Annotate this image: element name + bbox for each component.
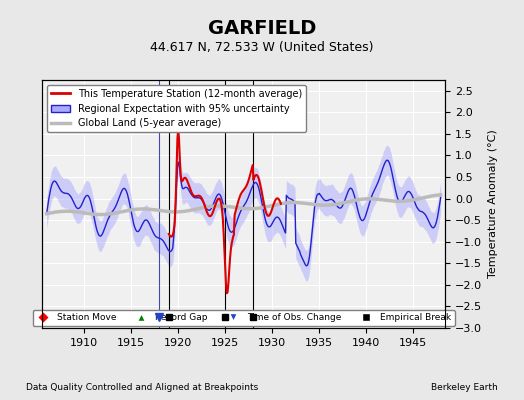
Text: Data Quality Controlled and Aligned at Breakpoints: Data Quality Controlled and Aligned at B…	[26, 383, 258, 392]
Y-axis label: Temperature Anomaly (°C): Temperature Anomaly (°C)	[488, 130, 498, 278]
Text: GARFIELD: GARFIELD	[208, 18, 316, 38]
Legend: Station Move, Record Gap, Time of Obs. Change, Empirical Break: Station Move, Record Gap, Time of Obs. C…	[32, 310, 455, 326]
Text: 44.617 N, 72.533 W (United States): 44.617 N, 72.533 W (United States)	[150, 42, 374, 54]
Text: Berkeley Earth: Berkeley Earth	[431, 383, 498, 392]
